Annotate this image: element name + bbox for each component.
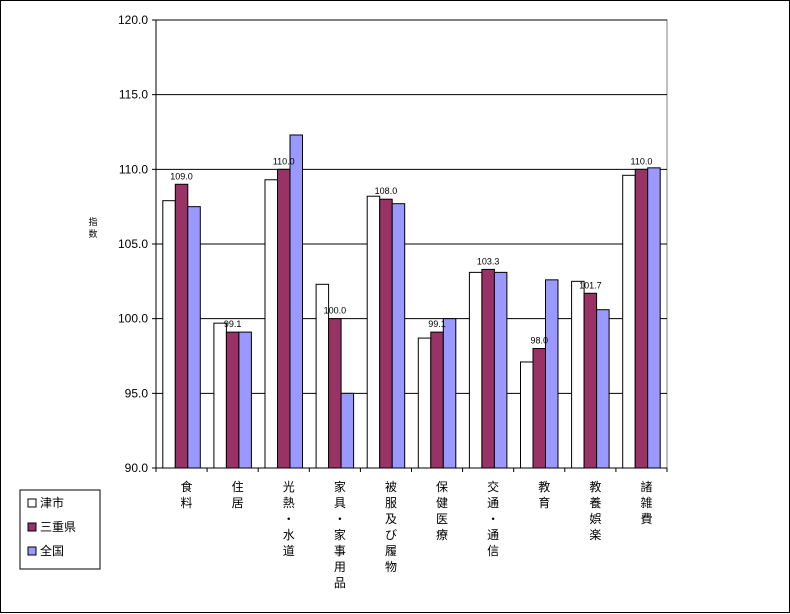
bar-津市 (468, 271, 483, 469)
bar-全国 (289, 134, 303, 469)
bar-全国 (340, 392, 355, 469)
data-label: 100.0 (324, 306, 347, 316)
legend-label: 三重県 (40, 520, 76, 534)
category-label: 諸雑費 (640, 479, 652, 526)
bar-全国 (545, 279, 559, 469)
bar-全国 (442, 318, 457, 469)
data-label: 99.1 (224, 319, 242, 329)
y-tick-label: 105.0 (118, 237, 148, 251)
y-tick-label: 115.0 (119, 88, 148, 102)
legend-swatch (27, 498, 37, 508)
y-tick-label: 110.0 (119, 162, 148, 176)
y-axis-title: 指数 (88, 216, 97, 240)
category-label: 教育 (538, 479, 550, 510)
bar-全国 (391, 203, 406, 469)
bar-津市 (264, 179, 278, 469)
category-label: 教養娯楽 (589, 479, 601, 542)
bar-津市 (213, 322, 227, 469)
y-axis-ticks: 90.0 95.0 100.0 105.0 110.0 115.0 120.0 (118, 13, 156, 475)
category-label: 交通・通信 (487, 479, 499, 558)
bar-津市 (417, 337, 432, 469)
category-label: 住居 (232, 480, 244, 510)
category-label: 家具・家事用品 (334, 479, 346, 590)
bar-全国 (187, 206, 201, 469)
bar-全国 (596, 309, 610, 469)
bar-三重県 (277, 168, 291, 469)
bar-三重県 (481, 268, 495, 469)
bar-三重県 (225, 331, 240, 469)
legend-swatch (27, 522, 37, 532)
data-label: 108.0 (375, 186, 398, 196)
data-label: 103.3 (477, 256, 500, 266)
bar-津市 (571, 280, 585, 469)
bars (162, 134, 661, 469)
bar-三重県 (379, 198, 393, 469)
y-axis-label: 指数 (88, 216, 97, 240)
bar-三重県 (583, 292, 598, 469)
category-label: 食料 (181, 479, 193, 510)
y-tick-label: 120.0 (118, 13, 148, 27)
y-tick-label: 95.0 (125, 386, 149, 400)
legend-swatch (27, 546, 37, 556)
bar-三重県 (328, 318, 342, 469)
bar-全国 (238, 331, 252, 469)
data-label: 99.1 (428, 319, 446, 329)
bar-全国 (647, 167, 661, 469)
bar-三重県 (634, 168, 649, 469)
y-tick-label: 90.0 (125, 461, 149, 475)
data-label: 98.0 (530, 336, 548, 346)
legend-label: 津市 (40, 495, 64, 510)
category-label: 保健医療 (436, 480, 448, 542)
bar-三重県 (174, 183, 189, 469)
data-label: 101.7 (579, 280, 602, 290)
bar-津市 (520, 361, 534, 469)
data-label: 110.0 (273, 156, 295, 166)
data-label: 109.0 (170, 171, 193, 181)
data-labels: 109.0 99.1 110.0 100.0 108.0 99.1 103.3 98.0 101… (170, 156, 652, 345)
bar-津市 (366, 195, 381, 469)
bar-津市 (622, 174, 636, 469)
category-labels: 食料 住居 光熱・水道 家具・家事用品 被服及び履物 保健医療 交通・通信 教育 教養娯楽 諸雑費 (155, 468, 668, 590)
bar-津市 (162, 200, 176, 469)
y-tick-label: 100.0 (118, 312, 148, 326)
data-label: 110.0 (631, 156, 653, 166)
category-label: 被服及び履物 (385, 480, 397, 574)
bar-三重県 (532, 348, 546, 469)
category-label: 光熱・水道 (283, 480, 295, 558)
legend-label: 全国 (40, 543, 64, 558)
bar-三重県 (430, 331, 444, 469)
bar-全国 (493, 271, 508, 469)
